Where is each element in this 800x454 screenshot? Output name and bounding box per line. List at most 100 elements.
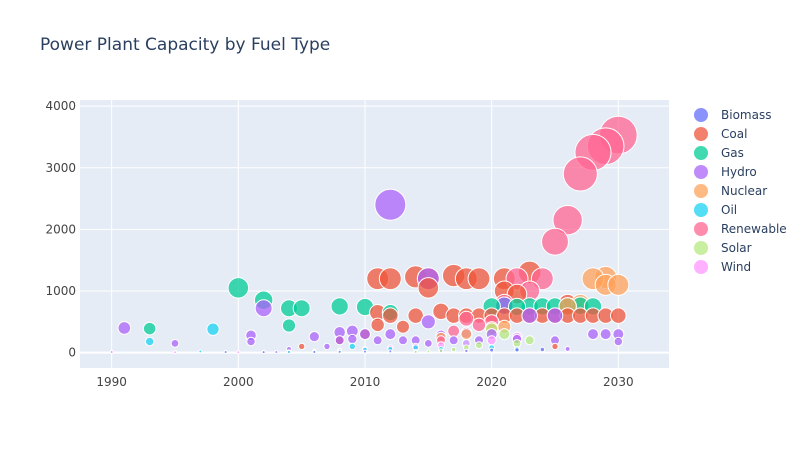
data-point-gas[interactable] — [227, 277, 250, 299]
data-point-hydro[interactable] — [334, 335, 345, 346]
legend-label: Oil — [721, 203, 737, 217]
data-point-solar[interactable] — [498, 328, 511, 341]
data-point-gas[interactable] — [330, 297, 349, 316]
legend-item-biomass[interactable]: Biomass — [694, 108, 771, 122]
data-point-solar[interactable] — [438, 348, 444, 353]
legend-label: Wind — [721, 260, 751, 274]
data-point-hydro[interactable] — [308, 330, 320, 343]
legend-marker — [694, 146, 708, 160]
data-point-coal[interactable] — [382, 307, 399, 324]
data-point-renewable[interactable] — [562, 156, 598, 192]
data-point-biomass[interactable] — [464, 348, 469, 354]
legend-marker — [694, 203, 708, 217]
data-point-coal[interactable] — [551, 342, 559, 351]
data-point-hydro[interactable] — [274, 349, 279, 354]
data-point-nuclear[interactable] — [607, 273, 630, 296]
legend-marker — [694, 241, 708, 255]
data-point-solar[interactable] — [524, 335, 535, 346]
data-point-hydro[interactable] — [546, 307, 564, 324]
data-point-hydro[interactable] — [384, 328, 397, 341]
data-point-solar[interactable] — [450, 346, 457, 353]
legend-marker — [694, 108, 708, 122]
data-point-hydro[interactable] — [246, 336, 256, 347]
data-point-renewable[interactable] — [458, 310, 475, 327]
data-point-hydro[interactable] — [420, 314, 436, 330]
data-point-wind[interactable] — [173, 350, 177, 355]
data-point-gas[interactable] — [281, 318, 297, 333]
data-point-biomass[interactable] — [337, 349, 342, 354]
legend-marker — [694, 127, 708, 141]
data-point-coal[interactable] — [417, 277, 440, 299]
data-point-hydro[interactable] — [448, 335, 459, 346]
data-point-solar[interactable] — [413, 349, 418, 354]
data-point-nuclear[interactable] — [460, 328, 473, 341]
data-point-hydro[interactable] — [359, 328, 371, 341]
data-point-hydro[interactable] — [374, 188, 407, 221]
data-point-biomass[interactable] — [261, 350, 266, 355]
data-point-hydro[interactable] — [398, 335, 408, 346]
data-point-coal[interactable] — [378, 267, 402, 291]
data-point-hydro[interactable] — [599, 328, 612, 341]
data-point-hydro[interactable] — [613, 336, 624, 347]
data-point-biomass[interactable] — [223, 349, 228, 354]
legend-item-nuclear[interactable]: Nuclear — [694, 184, 767, 198]
data-point-renewable[interactable] — [552, 204, 583, 236]
legend-item-coal[interactable]: Coal — [694, 127, 747, 141]
data-point-hydro[interactable] — [423, 338, 433, 348]
data-point-hydro[interactable] — [587, 328, 599, 341]
data-point-wind[interactable] — [109, 349, 114, 354]
legend-item-gas[interactable]: Gas — [694, 146, 744, 160]
data-point-coal[interactable] — [370, 317, 385, 333]
data-point-biomass[interactable] — [312, 349, 317, 354]
x-tick-label: 1990 — [96, 375, 127, 389]
data-point-hydro[interactable] — [564, 345, 571, 352]
data-point-biomass[interactable] — [514, 347, 520, 353]
legend-item-renewable[interactable]: Renewable — [694, 222, 787, 236]
legend-label: Solar — [721, 241, 752, 255]
data-point-coal[interactable] — [396, 319, 410, 334]
data-point-solar[interactable] — [475, 341, 483, 350]
data-point-wind[interactable] — [236, 350, 241, 355]
legend-item-hydro[interactable]: Hydro — [694, 165, 757, 179]
legend-item-oil[interactable]: Oil — [694, 203, 737, 217]
data-point-renewable[interactable] — [541, 227, 569, 256]
data-point-hydro[interactable] — [254, 299, 273, 318]
data-point-renewable[interactable] — [447, 324, 461, 338]
x-axis-ticks: 1990 2000 2010 2020 2030 — [96, 375, 633, 389]
data-point-renewable[interactable] — [471, 317, 487, 333]
legend-marker — [694, 165, 708, 179]
data-point-hydro[interactable] — [521, 307, 538, 324]
data-point-biomass[interactable] — [539, 346, 546, 353]
data-point-solar[interactable] — [426, 349, 431, 354]
data-point-coal[interactable] — [407, 307, 424, 324]
legend-label: Renewable — [721, 222, 787, 236]
data-point-hydro[interactable] — [347, 333, 358, 345]
data-point-hydro[interactable] — [170, 338, 180, 348]
data-point-biomass[interactable] — [388, 349, 393, 354]
data-point-gas[interactable] — [142, 321, 157, 336]
legend-item-wind[interactable]: Wind — [694, 260, 751, 274]
data-point-gas[interactable] — [292, 299, 311, 318]
data-point-hydro[interactable] — [323, 342, 331, 351]
x-tick-label: 2000 — [223, 375, 254, 389]
data-point-oil[interactable] — [144, 336, 155, 347]
data-point-biomass[interactable] — [363, 349, 367, 354]
data-point-oil[interactable] — [287, 349, 291, 354]
legend-marker — [694, 260, 708, 274]
data-point-hydro[interactable] — [372, 335, 383, 346]
legend-label: Coal — [721, 127, 747, 141]
data-point-oil[interactable] — [206, 322, 220, 336]
data-point-coal[interactable] — [610, 307, 627, 324]
grid-lines — [80, 100, 669, 368]
legend-item-solar[interactable]: Solar — [694, 241, 752, 255]
data-point-oil[interactable] — [198, 349, 203, 354]
data-point-oil[interactable] — [348, 342, 357, 351]
data-point-hydro[interactable] — [117, 321, 132, 335]
data-point-wind[interactable] — [486, 335, 497, 346]
data-point-coal[interactable] — [467, 267, 491, 291]
data-point-biomass[interactable] — [489, 347, 495, 353]
data-point-coal[interactable] — [298, 342, 306, 351]
x-tick-label: 2020 — [476, 375, 507, 389]
legend-label: Biomass — [721, 108, 771, 122]
